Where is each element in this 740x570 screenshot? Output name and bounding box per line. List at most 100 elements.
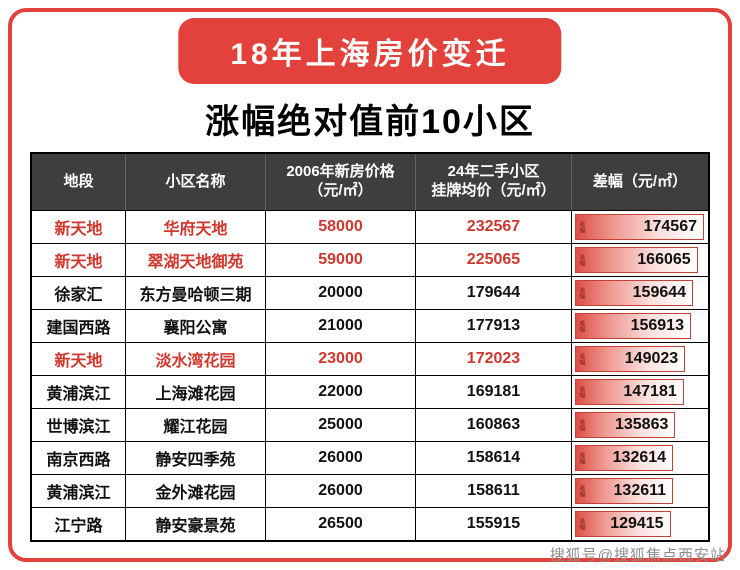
diff-value: 147181 [623, 383, 677, 400]
table-row: 世博滨江 耀江花园 25000 160863 差幅 135863 [32, 408, 708, 441]
diff-cell: 差幅 159644 [572, 276, 708, 309]
diff-cell: 差幅 166065 [572, 243, 708, 276]
diff-bar: 差幅 132611 [575, 478, 674, 504]
header-price-2024-line1: 24年二手小区 [447, 163, 540, 181]
diff-cell: 差幅 149023 [572, 342, 708, 375]
district-cell: 南京西路 [32, 441, 126, 474]
district-cell: 新天地 [32, 210, 126, 243]
price-2024-cell: 169181 [416, 375, 572, 408]
price-2024-cell: 232567 [416, 210, 572, 243]
district-cell: 黄浦滨江 [32, 375, 126, 408]
table-row: 徐家汇 东方曼哈顿三期 20000 179644 差幅 159644 [32, 276, 708, 309]
district-cell: 江宁路 [32, 507, 126, 540]
header-community-label: 小区名称 [165, 172, 226, 190]
diff-value: 159644 [632, 284, 687, 301]
community-cell: 上海滩花园 [126, 375, 266, 408]
diff-bar: 差幅 132614 [575, 445, 674, 471]
banner-title: 18年上海房价变迁 [178, 18, 562, 84]
diff-bar-tag: 差幅 [578, 287, 584, 299]
table-row: 黄浦滨江 金外滩花园 26000 158611 差幅 132611 [32, 474, 708, 507]
district-cell: 新天地 [32, 243, 126, 276]
community-cell: 翠湖天地御苑 [126, 243, 266, 276]
community-cell: 淡水湾花园 [126, 342, 266, 375]
district-cell: 建国西路 [32, 309, 126, 342]
diff-bar: 差幅 166065 [575, 247, 698, 273]
table-row: 新天地 淡水湾花园 23000 172023 差幅 149023 [32, 342, 708, 375]
diff-value: 149023 [624, 350, 679, 367]
diff-bar-tag: 差幅 [578, 452, 584, 464]
diff-bar-tag: 差幅 [578, 353, 584, 365]
community-cell: 襄阳公寓 [126, 309, 266, 342]
price-comparison-table: 地段 小区名称 2006年新房价格 （元/㎡） 24年二手小区 挂牌均价（元/㎡） … [30, 152, 710, 542]
diff-bar-tag: 差幅 [578, 386, 584, 398]
price-2006-cell: 58000 [266, 210, 416, 243]
price-2024-cell: 177913 [416, 309, 572, 342]
diff-bar: 差幅 147181 [575, 379, 684, 405]
diff-bar-tag: 差幅 [578, 320, 584, 332]
diff-bar-tag: 差幅 [578, 221, 584, 233]
diff-bar-tag: 差幅 [578, 518, 584, 530]
table-row: 南京西路 静安四季苑 26000 158614 差幅 132614 [32, 441, 708, 474]
header-price-2024: 24年二手小区 挂牌均价（元/㎡） [416, 154, 572, 210]
price-2024-cell: 179644 [416, 276, 572, 309]
diff-bar: 差幅 174567 [575, 214, 704, 240]
community-cell: 静安豪景苑 [126, 507, 266, 540]
diff-cell: 差幅 174567 [572, 210, 708, 243]
diff-bar-tag: 差幅 [578, 419, 584, 431]
diff-value: 132614 [612, 449, 667, 466]
diff-bar-tag: 差幅 [578, 254, 584, 266]
header-price-2024-line2: 挂牌均价（元/㎡） [431, 182, 556, 199]
community-cell: 东方曼哈顿三期 [126, 276, 266, 309]
price-2024-cell: 160863 [416, 408, 572, 441]
district-cell: 世博滨江 [32, 408, 126, 441]
header-district-label: 地段 [63, 172, 94, 190]
diff-cell: 差幅 147181 [572, 375, 708, 408]
price-2006-cell: 26000 [266, 441, 416, 474]
table-row: 新天地 翠湖天地御苑 59000 225065 差幅 166065 [32, 243, 708, 276]
table-body: 新天地 华府天地 58000 232567 差幅 174567 新天地 翠湖天地… [32, 210, 708, 540]
watermark-text: 搜狐号@搜狐焦点西安站 [549, 547, 726, 564]
community-cell: 金外滩花园 [126, 474, 266, 507]
diff-cell: 差幅 156913 [572, 309, 708, 342]
price-2006-cell: 23000 [266, 342, 416, 375]
diff-cell: 差幅 132614 [572, 441, 708, 474]
diff-value: 166065 [637, 251, 691, 268]
diff-cell: 差幅 129415 [572, 507, 708, 540]
price-2024-cell: 172023 [416, 342, 572, 375]
table-header-row: 地段 小区名称 2006年新房价格 （元/㎡） 24年二手小区 挂牌均价（元/㎡） … [32, 154, 708, 210]
community-cell: 静安四季苑 [126, 441, 266, 474]
price-2006-cell: 59000 [266, 243, 416, 276]
table-row: 黄浦滨江 上海滩花园 22000 169181 差幅 147181 [32, 375, 708, 408]
price-2024-cell: 225065 [416, 243, 572, 276]
diff-value: 132611 [613, 482, 667, 499]
diff-value: 135863 [614, 416, 669, 433]
diff-value: 129415 [610, 515, 664, 532]
price-2006-cell: 21000 [266, 309, 416, 342]
diff-cell: 差幅 135863 [572, 408, 708, 441]
header-price-2006-line1: 2006年新房价格 [286, 163, 395, 181]
price-2024-cell: 158611 [416, 474, 572, 507]
district-cell: 徐家汇 [32, 276, 126, 309]
price-2024-cell: 155915 [416, 507, 572, 540]
header-price-2006: 2006年新房价格 （元/㎡） [266, 154, 416, 210]
header-diff-label: 差幅（元/㎡） [592, 172, 688, 190]
price-2024-cell: 158614 [416, 441, 572, 474]
diff-bar: 差幅 159644 [575, 280, 694, 306]
header-price-2006-line2: （元/㎡） [308, 182, 373, 199]
page-border-frame [8, 8, 732, 562]
header-diff: 差幅（元/㎡） [572, 154, 708, 210]
table-row: 建国西路 襄阳公寓 21000 177913 差幅 156913 [32, 309, 708, 342]
diff-cell: 差幅 132611 [572, 474, 708, 507]
community-cell: 华府天地 [126, 210, 266, 243]
diff-bar: 差幅 129415 [575, 511, 671, 537]
diff-bar-tag: 差幅 [578, 485, 584, 497]
diff-value: 174567 [643, 218, 697, 235]
district-cell: 新天地 [32, 342, 126, 375]
table-row: 新天地 华府天地 58000 232567 差幅 174567 [32, 210, 708, 243]
header-district: 地段 [32, 154, 126, 210]
diff-bar: 差幅 135863 [575, 412, 676, 438]
diff-bar: 差幅 149023 [575, 346, 686, 372]
price-2006-cell: 26500 [266, 507, 416, 540]
price-2006-cell: 25000 [266, 408, 416, 441]
community-cell: 耀江花园 [126, 408, 266, 441]
